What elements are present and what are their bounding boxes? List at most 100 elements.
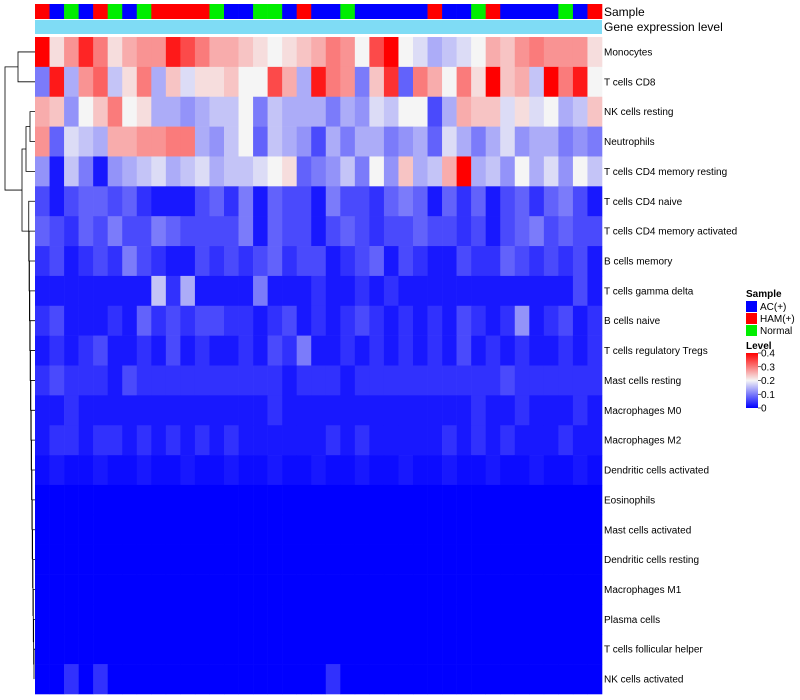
heatmap-cell bbox=[383, 484, 399, 516]
heatmap-cell bbox=[456, 514, 472, 545]
heatmap-cell bbox=[500, 574, 516, 605]
heatmap-cell bbox=[78, 425, 94, 456]
heatmap-cell bbox=[151, 514, 167, 545]
heatmap-cell bbox=[471, 305, 486, 336]
heatmap-cell bbox=[471, 455, 486, 486]
heatmap-cell bbox=[529, 425, 545, 456]
heatmap-cell bbox=[398, 395, 414, 426]
heatmap-cell bbox=[500, 246, 516, 277]
heatmap-cell bbox=[543, 664, 559, 695]
sample-cell bbox=[238, 4, 254, 19]
heatmap-cell bbox=[122, 395, 138, 426]
heatmap-cell bbox=[78, 484, 94, 516]
heatmap-cell bbox=[209, 37, 225, 68]
heatmap-cell bbox=[340, 634, 356, 665]
heatmap-cell bbox=[209, 305, 225, 336]
heatmap-cell bbox=[413, 544, 428, 575]
heatmap-cell bbox=[253, 126, 268, 157]
heatmap-cell bbox=[369, 574, 385, 605]
heatmap-cell bbox=[267, 275, 283, 307]
heatmap-cell bbox=[413, 365, 428, 396]
heatmap-cell bbox=[194, 216, 210, 247]
heatmap-cell bbox=[413, 156, 428, 187]
heatmap-cell bbox=[35, 37, 50, 68]
sample-cell bbox=[558, 4, 574, 19]
heatmap-cell bbox=[267, 186, 283, 217]
heatmap-cell bbox=[500, 484, 516, 516]
heatmap-cell bbox=[122, 216, 138, 247]
heatmap-cell bbox=[500, 514, 516, 545]
heatmap-cell bbox=[529, 37, 545, 68]
heatmap-cell bbox=[325, 216, 341, 247]
heatmap-cell bbox=[354, 455, 370, 486]
heatmap-cell bbox=[500, 425, 516, 456]
heatmap-cell bbox=[340, 66, 356, 98]
heatmap-cell bbox=[500, 96, 516, 127]
heatmap-cell bbox=[107, 425, 123, 456]
heatmap-cell bbox=[180, 156, 196, 187]
heatmap-cell bbox=[529, 604, 545, 635]
heatmap-cell bbox=[340, 455, 356, 486]
heatmap-cell bbox=[413, 275, 428, 307]
heatmap-cell bbox=[485, 186, 501, 217]
heatmap-cell bbox=[282, 305, 297, 336]
heatmap-cell bbox=[282, 216, 297, 247]
heatmap-cell bbox=[383, 425, 399, 456]
heatmap-cell bbox=[354, 186, 370, 217]
heatmap-cell bbox=[180, 425, 196, 456]
heatmap-cell bbox=[224, 37, 239, 68]
heatmap-cell bbox=[558, 514, 574, 545]
heatmap-cell bbox=[398, 216, 414, 247]
heatmap-cell bbox=[369, 186, 385, 217]
heatmap-cell bbox=[122, 544, 138, 575]
heatmap-cell bbox=[267, 126, 283, 157]
heatmap-cell bbox=[282, 275, 297, 307]
heatmap-cell bbox=[151, 156, 167, 187]
heatmap-cell bbox=[296, 96, 312, 127]
heatmap-cell bbox=[485, 574, 501, 605]
heatmap-cell bbox=[238, 455, 254, 486]
heatmap-cell bbox=[383, 275, 399, 307]
heatmap-cell bbox=[35, 156, 50, 187]
heatmap-cell bbox=[282, 455, 297, 486]
heatmap-cell bbox=[224, 514, 239, 545]
heatmap-cell bbox=[471, 96, 486, 127]
heatmap-cell bbox=[500, 544, 516, 575]
heatmap-cell bbox=[427, 544, 443, 575]
heatmap-cell bbox=[180, 544, 196, 575]
heatmap-cell bbox=[383, 514, 399, 545]
heatmap-cell bbox=[325, 126, 341, 157]
sample-cell bbox=[64, 4, 79, 19]
heatmap-cell bbox=[136, 126, 152, 157]
heatmap-cell bbox=[267, 37, 283, 68]
heatmap-cell bbox=[572, 305, 588, 336]
heatmap-cell bbox=[398, 574, 414, 605]
heatmap-cell bbox=[93, 664, 108, 695]
heatmap-cell bbox=[93, 365, 108, 396]
heatmap-cell bbox=[471, 425, 486, 456]
heatmap-cell bbox=[572, 365, 588, 396]
heatmap-cell bbox=[209, 275, 225, 307]
sample-cell bbox=[340, 4, 356, 19]
heatmap-cell bbox=[413, 634, 428, 665]
heatmap-cell bbox=[93, 604, 108, 635]
heatmap-cell bbox=[500, 37, 516, 68]
heatmap-cell bbox=[209, 634, 225, 665]
heatmap-cell bbox=[500, 455, 516, 486]
heatmap-cell bbox=[151, 305, 167, 336]
heatmap-cell bbox=[500, 335, 516, 366]
heatmap-cell bbox=[514, 126, 530, 157]
heatmap-cell bbox=[383, 216, 399, 247]
heatmap-cell bbox=[49, 186, 65, 217]
heatmap-cell bbox=[427, 37, 443, 68]
heatmap-cell bbox=[558, 664, 574, 695]
heatmap-cell bbox=[587, 37, 603, 68]
heatmap-cell bbox=[282, 544, 297, 575]
heatmap-cell bbox=[354, 395, 370, 426]
heatmap-cell bbox=[311, 634, 327, 665]
heatmap-cell bbox=[543, 455, 559, 486]
sample-cell bbox=[93, 4, 108, 19]
heatmap-cell bbox=[456, 96, 472, 127]
heatmap-cell bbox=[296, 246, 312, 277]
heatmap-cell bbox=[311, 186, 327, 217]
